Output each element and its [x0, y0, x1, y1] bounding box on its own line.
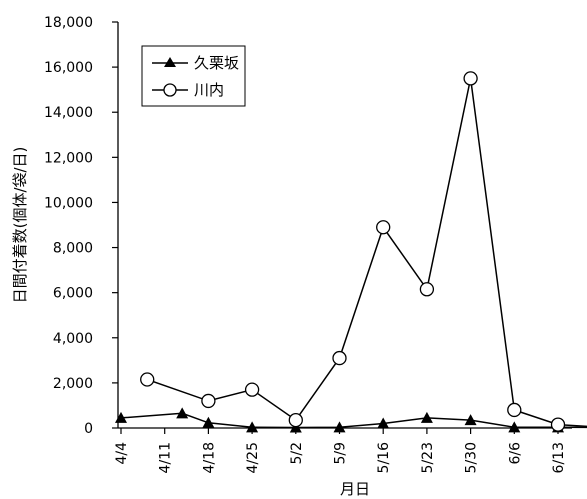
x-tick-label: 6/13 — [551, 442, 567, 473]
data-point — [244, 382, 260, 397]
y-tick-label: 4,000 — [53, 331, 93, 347]
series-layer — [115, 71, 587, 433]
x-tick-label: 4/25 — [245, 442, 261, 473]
data-point — [246, 421, 259, 433]
data-point — [176, 407, 189, 419]
legend-marker-kawauchi — [163, 83, 177, 97]
x-tick-label: 4/4 — [114, 442, 130, 465]
x-tick-label: 5/9 — [333, 442, 349, 465]
y-tick-label: 6,000 — [53, 286, 93, 302]
y-tick-label: 8,000 — [53, 241, 93, 257]
x-ticks: 4/4 4/11 4/18 4/25 5/2 5/9 5/16 5/23 5/30 6/6 6/13… — [114, 428, 567, 474]
x-tick-label: 5/30 — [464, 442, 480, 473]
data-point — [550, 417, 566, 432]
legend-box — [141, 45, 246, 107]
data-point — [201, 393, 216, 409]
data-point — [376, 220, 391, 235]
legend: 久栗坂 川内 — [141, 45, 246, 107]
data-point — [508, 421, 521, 433]
data-point — [463, 71, 478, 86]
data-point — [332, 350, 347, 366]
y-tick-label: 14,000 — [44, 105, 93, 121]
y-tick-label: 12,000 — [44, 150, 93, 166]
data-point — [140, 372, 155, 387]
data-point — [377, 417, 390, 429]
x-tick-label: 6/6 — [507, 442, 523, 465]
x-axis-title: 月日 — [340, 480, 370, 498]
y-ticks: 0 2,000 4,000 6,000 8,000 10,000 12,000 14,000 1… — [44, 15, 118, 437]
data-point — [202, 416, 215, 428]
data-point — [464, 414, 477, 426]
y-tick-label: 10,000 — [44, 195, 93, 211]
series-0 — [115, 407, 587, 433]
series-1 — [140, 71, 587, 432]
x-tick-label: 5/2 — [289, 442, 305, 465]
y-tick-label: 18,000 — [44, 15, 93, 31]
data-point — [333, 421, 346, 433]
y-tick-label: 0 — [84, 421, 93, 437]
x-tick-label: 4/11 — [158, 442, 174, 473]
x-tick-label: 4/18 — [201, 442, 217, 473]
legend-marker-kurizaka — [164, 57, 176, 67]
data-point — [507, 402, 522, 418]
y-axis-title: 日間付着数(個体/袋/日) — [11, 147, 29, 304]
axes: 0 2,000 4,000 6,000 8,000 10,000 12,000 14,000 1… — [44, 15, 572, 474]
data-point — [115, 411, 127, 423]
x-tick-label: 5/23 — [420, 442, 436, 473]
legend-label-kawauchi: 川内 — [194, 81, 224, 99]
data-point — [420, 411, 433, 423]
y-tick-label: 2,000 — [53, 376, 93, 392]
series-line — [146, 78, 587, 428]
x-tick-label: 5/16 — [376, 442, 392, 474]
data-point — [419, 282, 435, 297]
y-tick-label: 16,000 — [44, 60, 93, 76]
data-point — [288, 412, 303, 428]
series-line — [120, 412, 587, 429]
legend-label-kurizaka: 久栗坂 — [194, 54, 239, 72]
